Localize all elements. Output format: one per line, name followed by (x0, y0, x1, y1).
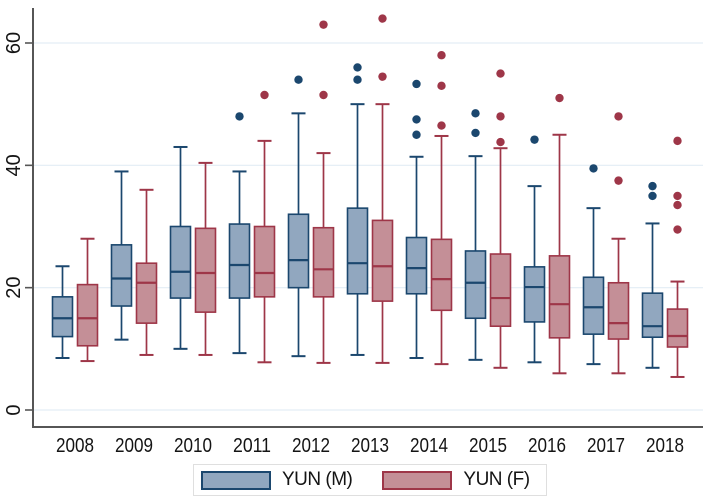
box (641, 292, 664, 339)
box (607, 281, 630, 340)
box (169, 225, 192, 299)
legend-item-male: YUN (M) (201, 469, 353, 491)
x-tick-label: 2015 (469, 435, 507, 457)
box (76, 283, 99, 347)
outlier-dot (555, 93, 564, 103)
outlier-dot (673, 191, 682, 201)
outlier-dot (378, 72, 387, 81)
chart-legend: YUN (M) YUN (F) (193, 464, 547, 496)
box (346, 207, 369, 295)
x-tick-label: 2018 (646, 435, 684, 457)
outlier-dot (589, 164, 598, 173)
female-series-swatch (382, 470, 453, 490)
box (110, 244, 133, 307)
x-tick-label: 2017 (587, 435, 625, 457)
outlier-dot (673, 225, 682, 234)
box (666, 308, 689, 348)
outlier-dot (235, 112, 244, 121)
outlier-dot (437, 81, 446, 91)
outlier-dot (496, 112, 505, 121)
x-tick-label: 2010 (174, 435, 212, 457)
outlier-dot (437, 51, 446, 60)
outlier-dot (319, 20, 328, 29)
female-series-label: YUN (F) (463, 469, 530, 490)
outlier-dot (353, 75, 362, 84)
outlier-dot (412, 115, 421, 124)
outlier-dot (614, 176, 623, 185)
box (287, 213, 310, 289)
box (228, 223, 251, 299)
x-tick-label: 2013 (351, 435, 389, 457)
x-tick-label: 2016 (528, 435, 566, 457)
outlier-dot (614, 112, 623, 121)
outlier-dot (648, 181, 657, 191)
x-tick-label: 2012 (292, 435, 330, 457)
y-tick-label: 0 (3, 404, 25, 415)
outlier-dot (412, 130, 421, 139)
box (194, 227, 217, 313)
x-tick-label: 2008 (56, 435, 94, 457)
box (489, 253, 512, 328)
outlier-dot (294, 75, 303, 84)
box (253, 225, 276, 298)
outlier-dot (673, 136, 682, 146)
outlier-dot (378, 14, 387, 23)
outlier-dot (319, 90, 328, 100)
box (582, 276, 605, 335)
y-tick-label: 60 (3, 32, 25, 54)
x-tick-label: 2009 (115, 435, 153, 457)
box (523, 266, 546, 323)
box (312, 226, 335, 298)
outlier-dot (496, 69, 505, 78)
male-series-swatch (201, 470, 271, 490)
outlier-dot (412, 79, 421, 89)
outlier-dot (530, 135, 539, 144)
outlier-dot (496, 137, 505, 147)
box (135, 262, 158, 324)
male-series-label: YUN (M) (282, 469, 353, 490)
y-tick-label: 20 (3, 277, 25, 299)
box (430, 238, 453, 312)
box (405, 236, 428, 295)
legend-item-female: YUN (F) (382, 469, 530, 491)
outlier-dot (673, 200, 682, 210)
x-tick-label: 2014 (410, 435, 448, 457)
outlier-dot (260, 90, 269, 100)
box (548, 255, 571, 339)
box (51, 296, 74, 338)
outlier-dot (353, 63, 362, 72)
outlier-dot (648, 191, 657, 201)
box (464, 250, 487, 320)
outlier-dot (437, 121, 446, 130)
outlier-dot (471, 109, 480, 118)
chart-canvas: 0 20 40 60 2008 2009 2010 2011 2012 2013 2014 2015 2… (3, 8, 703, 457)
box (371, 219, 394, 302)
x-tick-label: 2011 (233, 435, 271, 457)
y-tick-label: 40 (3, 154, 25, 176)
outlier-dot (471, 128, 480, 138)
